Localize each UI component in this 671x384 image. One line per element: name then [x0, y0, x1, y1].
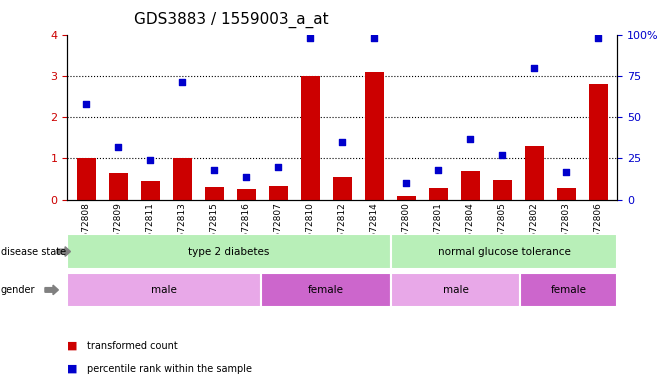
- Bar: [172, 159, 192, 200]
- Point: [401, 180, 411, 186]
- Text: male: male: [443, 285, 468, 295]
- Bar: [391, 273, 520, 307]
- Bar: [525, 146, 544, 200]
- Bar: [237, 189, 256, 200]
- Bar: [333, 177, 352, 200]
- Bar: [364, 72, 384, 200]
- Text: percentile rank within the sample: percentile rank within the sample: [87, 364, 252, 374]
- Text: GDS3883 / 1559003_a_at: GDS3883 / 1559003_a_at: [134, 12, 329, 28]
- Text: male: male: [151, 285, 177, 295]
- Bar: [67, 234, 391, 269]
- Bar: [556, 188, 576, 200]
- Text: gender: gender: [1, 285, 35, 295]
- Text: type 2 diabetes: type 2 diabetes: [189, 247, 270, 257]
- Point: [497, 152, 507, 158]
- Bar: [141, 181, 160, 200]
- Point: [561, 169, 572, 175]
- Bar: [261, 273, 391, 307]
- Point: [177, 79, 188, 86]
- Bar: [76, 159, 96, 200]
- Bar: [268, 187, 288, 200]
- Point: [209, 167, 219, 173]
- Point: [273, 164, 284, 170]
- Text: ■: ■: [67, 364, 78, 374]
- Bar: [67, 273, 261, 307]
- Bar: [520, 273, 617, 307]
- Bar: [460, 171, 480, 200]
- Point: [433, 167, 444, 173]
- Point: [465, 136, 476, 142]
- Bar: [493, 180, 512, 200]
- Bar: [429, 188, 448, 200]
- Point: [592, 35, 603, 41]
- Bar: [205, 187, 224, 200]
- Bar: [109, 173, 128, 200]
- Text: disease state: disease state: [1, 247, 66, 257]
- Point: [369, 35, 380, 41]
- Point: [81, 101, 92, 107]
- Text: transformed count: transformed count: [87, 341, 178, 351]
- Point: [337, 139, 348, 145]
- Bar: [391, 234, 617, 269]
- Bar: [588, 84, 608, 200]
- Point: [305, 35, 315, 41]
- Point: [529, 65, 539, 71]
- Text: normal glucose tolerance: normal glucose tolerance: [437, 247, 570, 257]
- Point: [145, 157, 156, 163]
- Bar: [397, 195, 416, 200]
- Text: ■: ■: [67, 341, 78, 351]
- Point: [113, 144, 123, 150]
- Point: [241, 174, 252, 180]
- Text: female: female: [551, 285, 586, 295]
- Bar: [301, 76, 320, 200]
- Text: female: female: [308, 285, 344, 295]
